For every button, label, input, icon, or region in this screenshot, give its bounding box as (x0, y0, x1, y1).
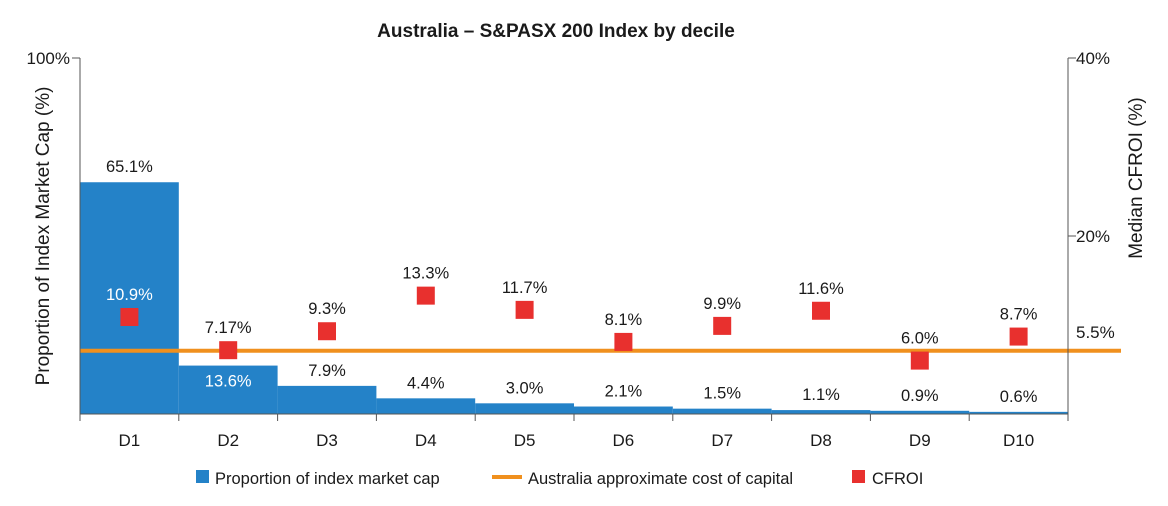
bar-series (80, 182, 1068, 414)
chart-title: Australia – S&PASX 200 Index by decile (377, 21, 735, 42)
bar-data-label: 3.0% (506, 379, 544, 397)
left-tick-label: 100% (27, 49, 70, 68)
cfroi-marker (614, 332, 633, 351)
bar-data-label: 7.9% (308, 362, 346, 380)
x-tick-label: D7 (711, 431, 733, 450)
cfroi-marker (910, 351, 929, 370)
bar-data-label: 13.6% (205, 373, 252, 391)
bar-data-label: 1.1% (802, 386, 840, 404)
legend-label: Australia approximate cost of capital (528, 470, 793, 488)
x-tick-label: D8 (810, 431, 832, 450)
legend-label: Proportion of index market cap (215, 470, 440, 488)
bar-data-label: 4.4% (407, 374, 445, 392)
bar (870, 410, 970, 414)
cfroi-data-label: 11.6% (798, 280, 844, 298)
bar (80, 182, 179, 414)
x-tick-label: D6 (613, 431, 635, 450)
bar (672, 408, 772, 414)
bar-data-label: 1.5% (703, 385, 741, 403)
cfroi-series (120, 286, 1028, 370)
y-left-axis-title: Proportion of Index Market Cap (%) (33, 87, 54, 386)
bar (969, 411, 1068, 414)
right-tick-label: 40% (1076, 49, 1110, 68)
cfroi-data-label: 9.9% (703, 295, 741, 313)
cfroi-data-label: 9.3% (308, 300, 346, 318)
cfroi-data-label: 7.17% (205, 319, 252, 337)
cfroi-label-group: 10.9% 7.17% 9.3% 13.3% 11.7% 8.1% 9.9% 11.6% 6.0… (106, 265, 1038, 348)
bar-label-group: 65.1% 13.6% 7.9% 4.4% 3.0% 2.1% 1.5% 1.1% 0.9% 0.… (106, 158, 1038, 406)
cfroi-data-label: 11.7% (502, 279, 548, 297)
legend: Proportion of index market cap Australia… (196, 470, 923, 488)
bar (574, 406, 673, 414)
right-tick-label: 20% (1076, 227, 1110, 246)
bar (475, 403, 574, 414)
cfroi-marker (515, 300, 534, 319)
cost-of-capital-label: 5.5% (1076, 323, 1115, 342)
bar-data-label: 65.1% (106, 158, 153, 176)
bar-data-label: 0.9% (901, 387, 939, 405)
x-tick-label: D10 (1003, 431, 1034, 450)
cfroi-data-label: 8.1% (605, 311, 643, 329)
legend-swatch-square (852, 470, 865, 483)
cfroi-data-label: 8.7% (1000, 306, 1038, 324)
bar (178, 365, 278, 414)
cfroi-data-label: 10.9% (106, 286, 153, 304)
x-tick-label: D5 (514, 431, 536, 450)
cfroi-data-label: 6.0% (901, 330, 939, 348)
x-tick-label: D1 (119, 431, 141, 450)
bar-data-label: 2.1% (605, 383, 643, 401)
cfroi-marker (219, 341, 238, 360)
cfroi-marker (713, 316, 732, 335)
legend-swatch-line (492, 475, 522, 479)
bar (277, 385, 377, 414)
legend-label: CFROI (872, 470, 923, 488)
cfroi-marker (120, 307, 139, 326)
bar (376, 398, 476, 414)
x-tick-label: D3 (316, 431, 338, 450)
cfroi-marker (812, 301, 830, 320)
bar-data-label: 0.6% (1000, 388, 1038, 406)
cfroi-marker (416, 286, 435, 305)
cfroi-marker (318, 322, 336, 341)
cfroi-marker (1009, 327, 1028, 346)
y-right-axis-title: Median CFROI (%) (1126, 97, 1147, 259)
x-tick-label: D2 (217, 431, 239, 450)
legend-swatch-bar (196, 470, 209, 483)
cfroi-data-label: 13.3% (402, 265, 449, 283)
x-tick-label: D9 (909, 431, 931, 450)
x-tick-label: D4 (415, 431, 437, 450)
x-tick-group: D1 D2 D3 D4 D5 D6 D7 D8 D9 D10 (79, 414, 1069, 450)
bar (771, 410, 871, 414)
